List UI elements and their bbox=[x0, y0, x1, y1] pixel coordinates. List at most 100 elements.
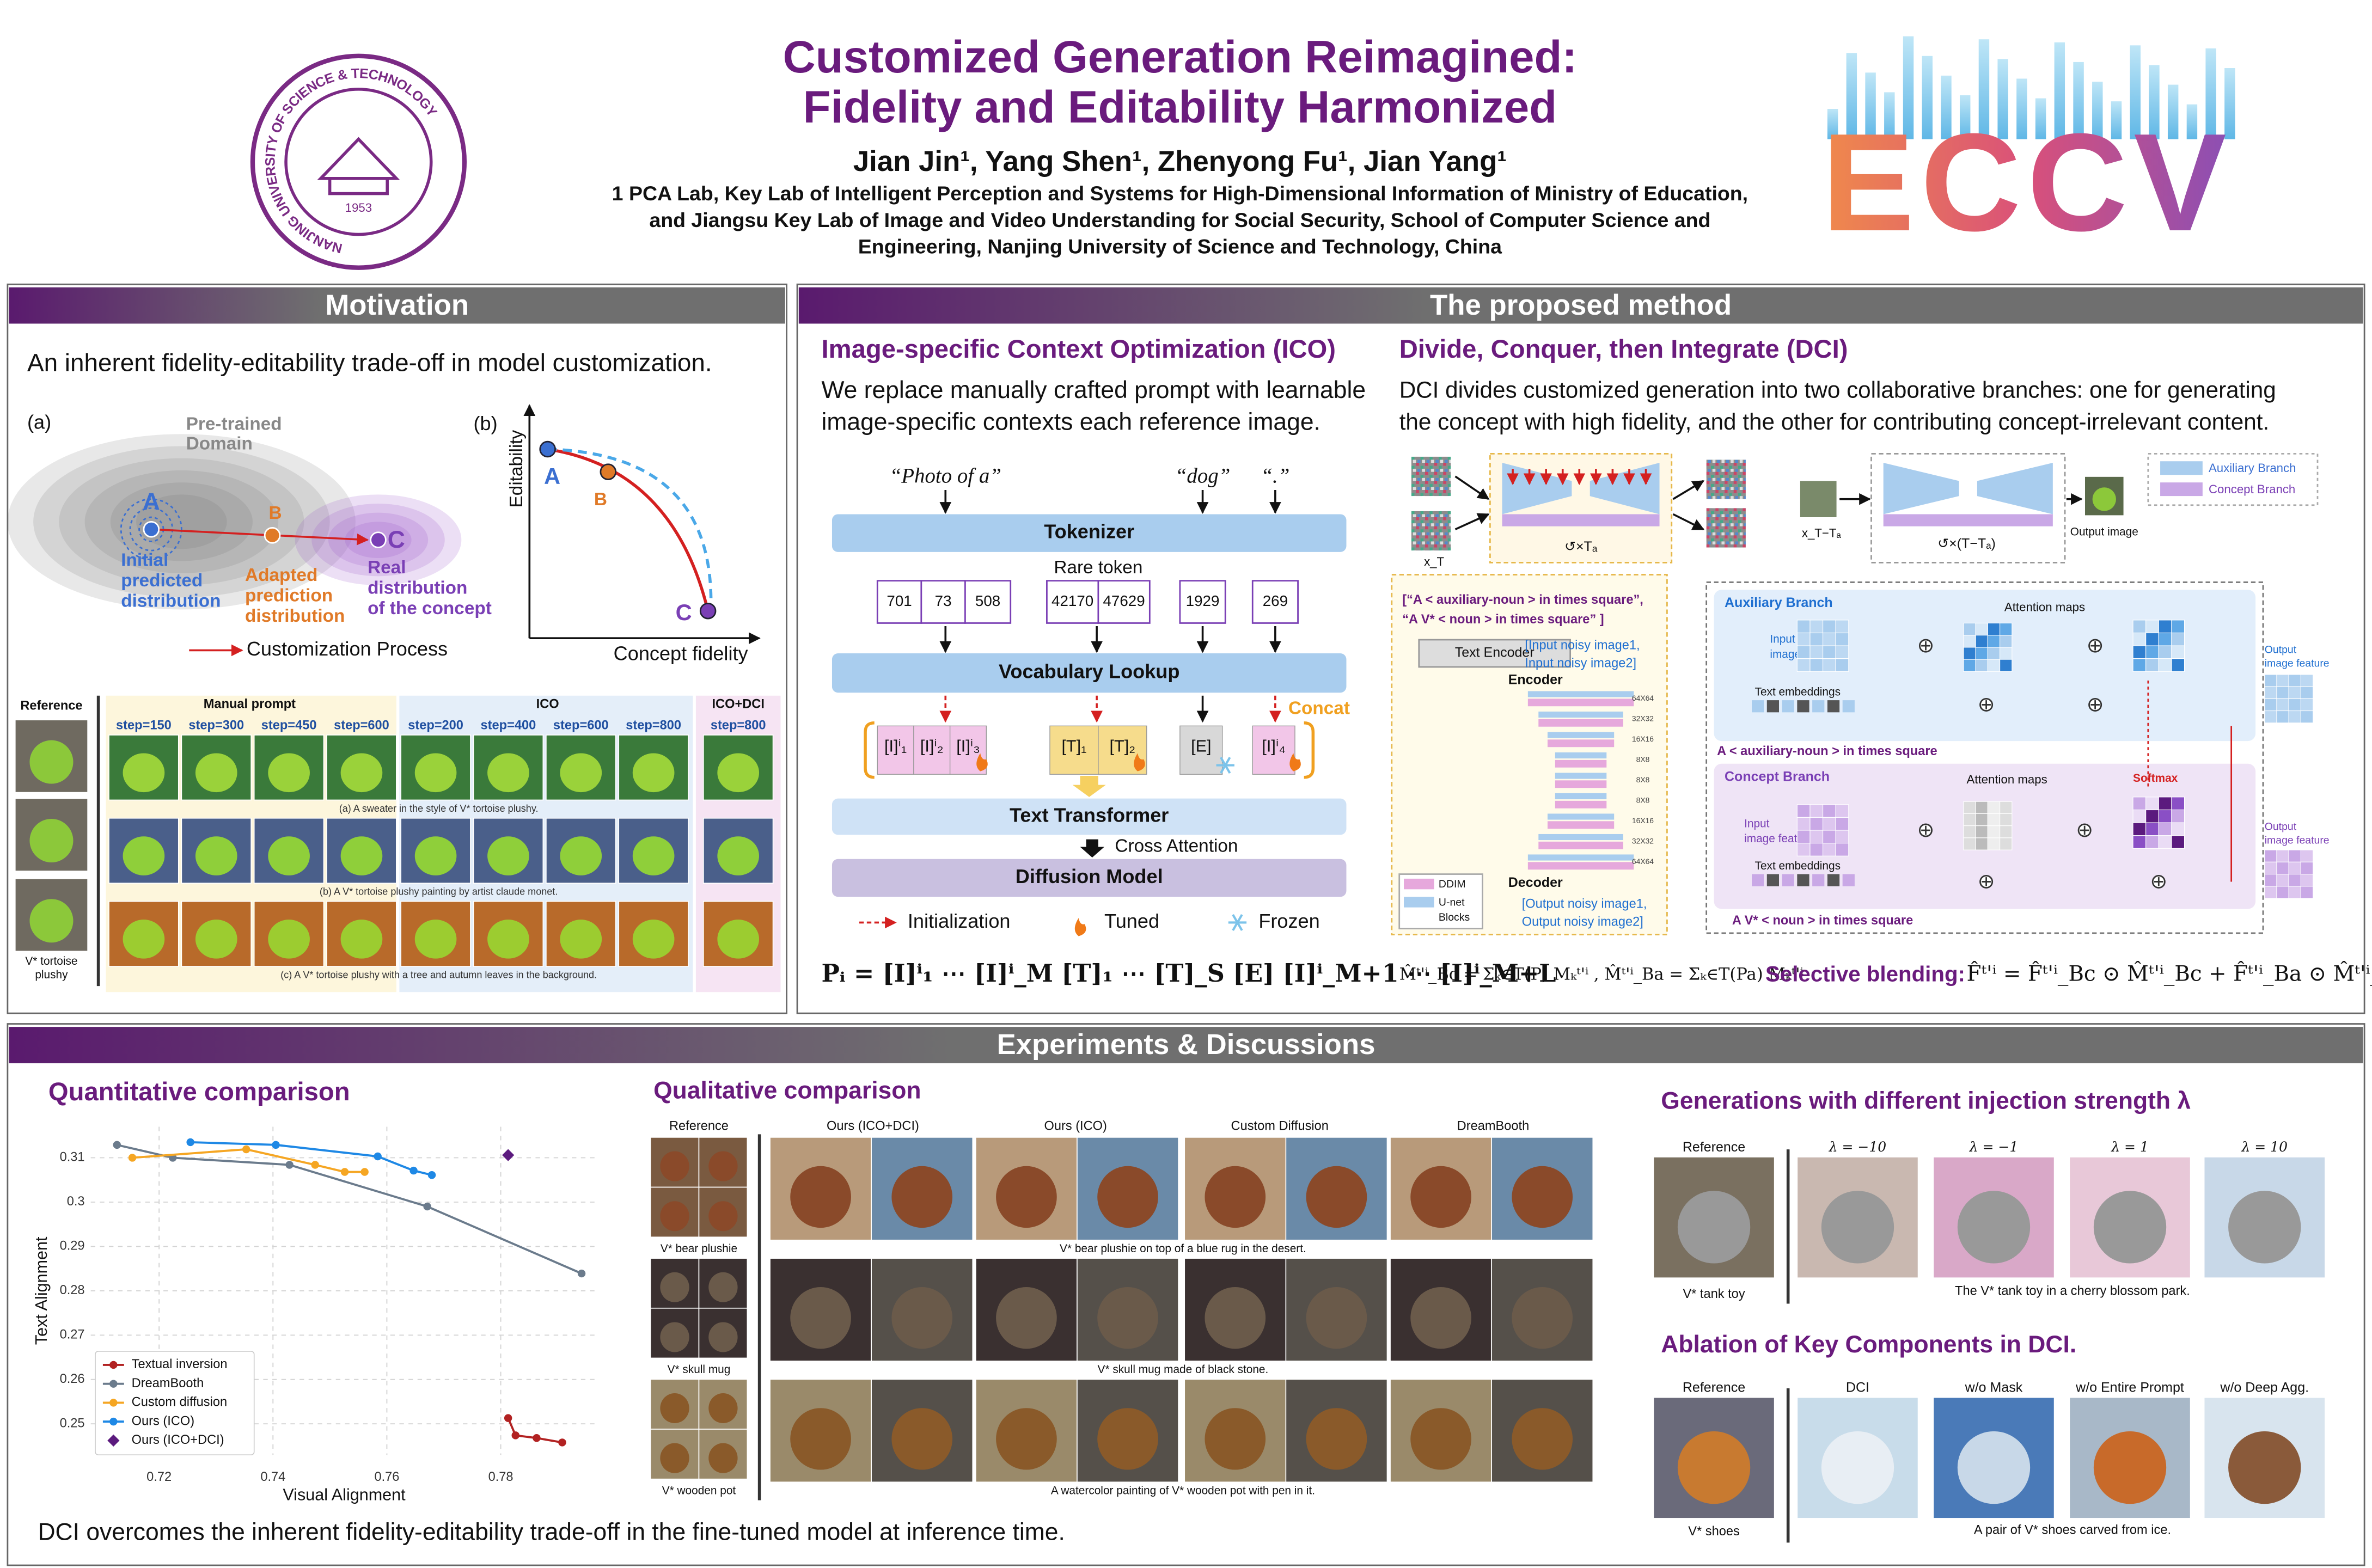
label: Auxiliary Branch bbox=[2209, 461, 2296, 475]
label: Reference bbox=[20, 699, 82, 713]
label: Concept fidelity bbox=[614, 642, 748, 664]
label: “.” bbox=[1261, 464, 1289, 488]
photo-subject bbox=[790, 1287, 851, 1349]
label: Selective blending: bbox=[1765, 961, 1965, 986]
affiliation: Engineering, Nanjing University of Scien… bbox=[858, 235, 1502, 258]
label: Pᵢ = [I]ⁱ₁ ⋯ [I]ⁱ_M [T]₁ ⋯ [T]_S [E] [I]… bbox=[821, 959, 1556, 988]
label: Blocks bbox=[1439, 911, 1470, 923]
section-title: Experiments & Discussions bbox=[997, 1028, 1375, 1061]
feature-cell bbox=[1975, 635, 1988, 648]
feature-cell bbox=[2158, 620, 2172, 634]
photo-subject bbox=[1306, 1166, 1367, 1228]
feature-cell bbox=[2276, 873, 2289, 887]
y-tick-label: 0.26 bbox=[60, 1372, 85, 1386]
legend-marker bbox=[109, 1361, 118, 1369]
label: Input bbox=[1744, 817, 1770, 830]
unet-bar bbox=[1883, 514, 2053, 526]
point bbox=[502, 1149, 515, 1161]
label: step=200 bbox=[408, 719, 463, 733]
logo-bar bbox=[1865, 72, 1876, 139]
point bbox=[600, 463, 617, 480]
feature-cell bbox=[2000, 837, 2013, 850]
feature-cell bbox=[2276, 674, 2289, 687]
noise-image bbox=[1706, 508, 1746, 548]
feature-cell bbox=[1835, 830, 1849, 844]
legend-label: Ours (ICO) bbox=[132, 1414, 194, 1428]
label: ↺×(T−Tₐ) bbox=[1937, 536, 1996, 552]
feature-cell bbox=[2264, 710, 2277, 724]
feature-cell bbox=[2145, 822, 2159, 836]
photo-subject bbox=[891, 1287, 953, 1349]
photo-subject bbox=[195, 836, 237, 875]
feature-cell bbox=[2171, 645, 2185, 659]
feature-cell bbox=[2132, 620, 2147, 634]
label: Rare token bbox=[1054, 558, 1142, 578]
figure-label: (a) bbox=[27, 411, 51, 433]
logo-bar bbox=[1959, 95, 1971, 139]
legend-swatch bbox=[2160, 482, 2203, 497]
feature-cell bbox=[1796, 645, 1811, 659]
label: predicted bbox=[121, 571, 203, 591]
photo-subject bbox=[891, 1166, 953, 1228]
feature-cell bbox=[2132, 797, 2147, 811]
logo-bar bbox=[1846, 53, 1857, 139]
noise-image bbox=[1706, 460, 1746, 499]
photo-subject bbox=[2228, 1431, 2301, 1504]
photo-subject bbox=[1097, 1287, 1158, 1349]
feature-cell bbox=[2145, 809, 2159, 823]
snowflake-icon bbox=[1220, 757, 1231, 774]
label: Input noisy image2] bbox=[1525, 657, 1636, 671]
feature-cell bbox=[2145, 658, 2159, 672]
photo-subject bbox=[660, 1151, 689, 1181]
label: Text embeddings bbox=[1755, 686, 1841, 699]
label: w/o Entire Prompt bbox=[2075, 1380, 2184, 1395]
feature-cell bbox=[1963, 635, 1976, 648]
feature-cell bbox=[1796, 804, 1811, 818]
label: [Output noisy image1, bbox=[1522, 897, 1647, 911]
process-bar bbox=[832, 514, 1347, 552]
embedding-box bbox=[1049, 725, 1099, 775]
token-cell bbox=[1797, 874, 1809, 886]
label: 32X32 bbox=[1632, 837, 1654, 846]
x-tick-label: 0.78 bbox=[488, 1470, 513, 1484]
logo-bar bbox=[1997, 59, 2008, 139]
legend-label: Customization Process bbox=[247, 638, 448, 660]
photo-subject bbox=[1957, 1191, 2031, 1264]
logo-year: 1953 bbox=[345, 201, 372, 215]
label: the concept with high fidelity, and the … bbox=[1399, 409, 2270, 434]
feature-cell bbox=[1809, 645, 1824, 659]
logo-bar bbox=[2016, 78, 2027, 139]
photo-subject bbox=[1097, 1408, 1158, 1470]
feature-cell bbox=[2145, 645, 2159, 659]
label: image feature bbox=[1744, 832, 1813, 845]
label: Real bbox=[368, 558, 406, 578]
photo-subject bbox=[1957, 1431, 2031, 1504]
label: 8X8 bbox=[1636, 775, 1650, 784]
feature-cell bbox=[2264, 686, 2277, 699]
feature-cell bbox=[2276, 861, 2289, 875]
photo-subject bbox=[560, 919, 602, 959]
figure-label: (b) bbox=[474, 412, 498, 434]
token-cell bbox=[1812, 700, 1825, 713]
legend-label: DreamBooth bbox=[132, 1376, 204, 1391]
label: DCI divides customized generation into t… bbox=[1399, 377, 2276, 403]
label: Vocabulary Lookup bbox=[999, 660, 1179, 683]
label: [I]ⁱ₃ bbox=[956, 737, 980, 755]
unet bbox=[1502, 462, 1572, 514]
photo-subject bbox=[790, 1166, 851, 1228]
photo-subject bbox=[1677, 1431, 1751, 1504]
merge-arrow bbox=[1072, 775, 1106, 797]
point bbox=[242, 1145, 250, 1154]
photo-subject bbox=[414, 753, 457, 793]
label: x_T−Tₐ bbox=[1802, 526, 1842, 540]
label: step=800 bbox=[626, 719, 681, 733]
unet-block bbox=[1555, 759, 1607, 768]
unet-block bbox=[1547, 821, 1615, 829]
feature-cell bbox=[1835, 804, 1849, 818]
point bbox=[504, 1414, 512, 1422]
photo-subject bbox=[2093, 1431, 2167, 1504]
label: Initialization bbox=[908, 910, 1011, 932]
point bbox=[423, 1202, 431, 1211]
label: A bbox=[143, 489, 160, 516]
